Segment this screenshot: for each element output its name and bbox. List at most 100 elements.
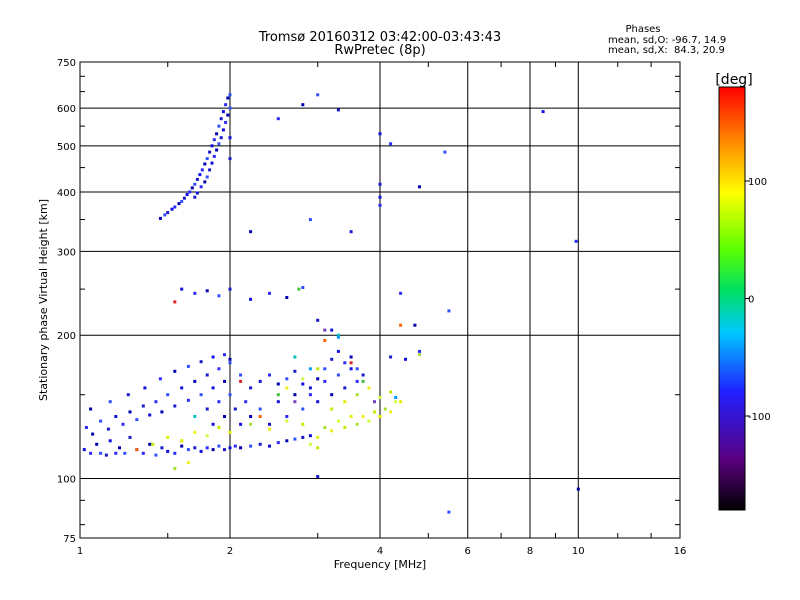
data-point [389,390,393,394]
data-point [367,386,371,390]
x-axis-label: Frequency [MHz] [334,558,426,571]
y-tick-label: 600 [57,104,76,115]
data-point [166,211,170,215]
data-point [285,386,289,390]
data-point [378,195,382,199]
data-point [349,367,353,371]
data-point [199,360,203,364]
data-point [323,328,327,332]
x-tick-label: 6 [465,546,471,557]
data-point [316,475,320,478]
data-point [173,205,177,209]
data-point [135,448,139,452]
data-point [336,333,340,337]
data-point [170,207,174,211]
data-point [301,377,305,381]
data-point [447,510,451,514]
data-point [89,451,93,455]
data-point [336,335,340,339]
data-point [404,357,407,361]
data-point [160,410,164,414]
data-point [199,393,203,397]
data-point [355,393,359,397]
data-point [308,393,312,397]
data-point [361,415,365,418]
data-point [186,364,190,368]
data-point [151,442,155,446]
data-point [367,419,371,423]
data-point [182,196,186,200]
data-point [316,93,320,97]
data-point [173,300,177,304]
data-point [285,419,289,423]
data-point [443,150,447,154]
data-point [285,377,289,381]
colorbar-tick-label: -100 [748,412,771,423]
data-point [373,400,376,404]
colorbar [718,86,746,511]
data-point [316,435,320,439]
data-point [343,386,347,390]
data-point [226,113,230,117]
data-point [349,230,353,234]
data-point [123,451,127,455]
data-point [158,216,162,220]
data-point [330,357,334,361]
data-point [223,448,226,452]
x-tick-label: 16 [674,546,687,557]
data-point [389,142,393,146]
data-point [228,93,232,97]
data-point [228,446,232,450]
data-point [336,373,340,377]
data-point [228,106,232,110]
data-point [148,442,152,446]
data-point [316,377,320,381]
data-point [84,426,88,429]
data-point [285,415,289,418]
data-point [285,439,289,443]
data-point [114,451,118,455]
data-point [399,323,403,327]
phases-mean-o: mean, sd,O: -96.7, 14.9 [608,35,726,46]
x-tick-label: 10 [572,546,585,557]
x-tick-label: 1 [77,546,83,557]
data-point [378,182,382,186]
data-point [199,449,203,453]
data-point [249,230,253,234]
data-point [389,410,393,414]
data-point [203,162,207,166]
data-point [180,287,184,291]
data-point [108,400,112,404]
data-point [316,367,320,371]
data-point [211,448,215,452]
x-tick-label: 2 [227,546,233,557]
colorbar-tick-label: 100 [748,177,767,188]
data-point [244,400,248,404]
data-point [323,379,327,383]
data-point [249,444,253,448]
y-tick-labels: 75 100 200 300 400 500 600 750 [57,58,76,545]
data-point [349,415,353,418]
data-point [82,448,86,452]
data-point [211,422,215,426]
data-point [268,427,271,431]
data-point [114,415,118,418]
data-point [180,386,184,390]
data-point [208,150,212,154]
data-point [208,168,212,172]
data-point [99,451,103,455]
data-point [233,444,237,448]
data-point [217,426,221,429]
data-point [373,410,376,414]
data-point [308,434,312,438]
data-point [301,382,305,386]
data-point [228,393,232,397]
data-point [217,294,221,298]
data-point [316,400,320,404]
data-point [224,103,228,107]
y-tick-label: 100 [57,475,76,486]
x-tick-label: 8 [527,546,533,557]
data-point [217,124,221,128]
data-point [308,386,312,390]
data-point [343,361,347,365]
